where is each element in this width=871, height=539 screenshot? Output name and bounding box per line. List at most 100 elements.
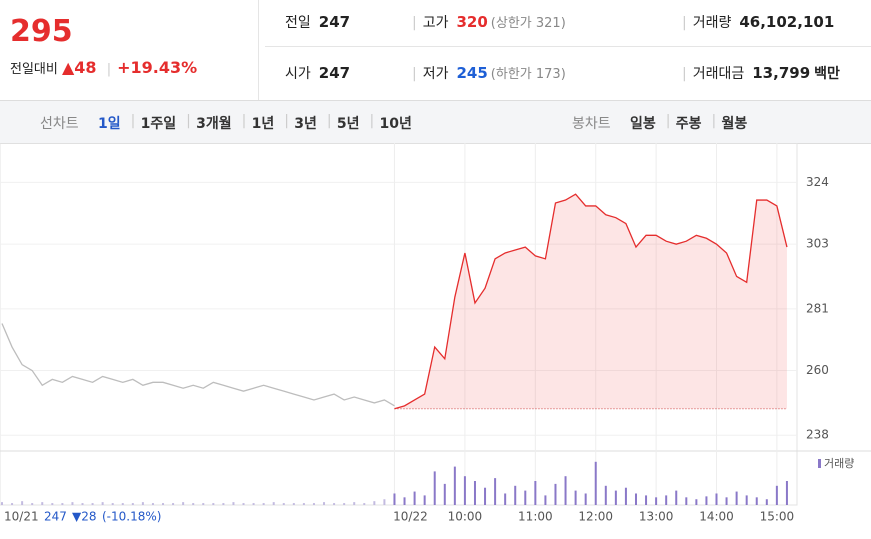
x-tick-label: 12:00: [578, 510, 613, 524]
x-tick-label: 10:00: [448, 510, 483, 524]
separator: |: [106, 62, 112, 77]
separator: |: [186, 113, 191, 129]
tab[interactable]: 주봉: [675, 116, 702, 132]
tab[interactable]: 3개월: [196, 116, 232, 132]
separator: |: [711, 113, 717, 129]
divider: [258, 0, 259, 100]
volume-bar: [312, 503, 315, 505]
volume-bar: [484, 487, 487, 505]
change-row: 전일대비 ▲48 | +19.43%: [10, 58, 197, 77]
quote-cell: | 거래량 46,102,101: [682, 12, 834, 32]
tab[interactable]: 1주일: [140, 116, 177, 132]
volume-bar: [665, 495, 668, 505]
volume-bar: [383, 499, 386, 505]
volume-bar: [604, 485, 607, 505]
area: [394, 194, 787, 409]
tab[interactable]: 월봉: [721, 116, 748, 132]
volume-bar: [685, 497, 688, 505]
tab[interactable]: 5년: [336, 116, 360, 132]
volume-bar: [131, 503, 134, 505]
change-label: 전일대비: [10, 62, 58, 77]
volume-bar: [121, 503, 124, 505]
volume-bar: [172, 503, 175, 505]
quote-note: (하한가 173): [490, 67, 566, 82]
volume-bar: [785, 481, 788, 505]
quote-cell: 전일 247: [285, 12, 350, 32]
volume-bar: [584, 493, 587, 505]
x-tick-label: 13:00: [639, 510, 674, 524]
separator: |: [412, 15, 417, 31]
volume-bar: [192, 503, 195, 505]
quote-value: 247: [318, 13, 351, 31]
x-tick-label: 15:00: [760, 510, 795, 524]
volume-bar: [141, 502, 144, 505]
tab-group-label: 선차트: [40, 116, 79, 132]
volume-bar: [343, 503, 346, 505]
separator: |: [682, 66, 687, 82]
volume-bar: [232, 502, 235, 505]
prev-day-info: ▼28: [72, 510, 97, 524]
volume-bar: [725, 497, 728, 505]
x-tick-label: 10/22: [393, 510, 428, 524]
volume-bar: [353, 502, 356, 505]
quote-label: 고가: [422, 15, 449, 31]
y-tick-label: 260: [806, 363, 829, 377]
volume-bar: [564, 476, 567, 505]
volume-bar: [272, 502, 275, 505]
volume-bar: [645, 495, 648, 505]
volume-bar: [111, 503, 114, 505]
volume-bar: [705, 496, 708, 505]
tab[interactable]: 1일: [98, 116, 121, 132]
volume-bar: [715, 493, 718, 505]
separator: |: [412, 66, 417, 82]
quote-unit: 백만: [814, 66, 840, 82]
volume-bar: [443, 483, 446, 505]
tab[interactable]: 10년: [379, 116, 412, 132]
volume-bar: [91, 503, 94, 505]
x-tick-label: 11:00: [518, 510, 553, 524]
volume-bar: [775, 485, 778, 505]
quote-label: 저가: [422, 66, 449, 82]
volume-bar: [21, 501, 24, 505]
quote-label: 시가: [285, 66, 311, 82]
volume-bar: [151, 503, 154, 505]
change: ▲48: [61, 58, 97, 77]
tab[interactable]: 1년: [251, 116, 275, 132]
separator: |: [682, 15, 687, 31]
quote-label: 거래량: [692, 15, 732, 31]
volume-bar: [31, 503, 34, 505]
volume-bar: [524, 490, 527, 505]
price-line: [394, 193, 788, 410]
prev-day-info: 10/21: [4, 510, 39, 524]
volume-bar: [695, 499, 698, 505]
volume-bar: [735, 491, 738, 505]
volume-bar: [614, 490, 617, 505]
tab[interactable]: 일봉: [630, 116, 656, 132]
volume-bar: [363, 503, 366, 505]
separator: |: [130, 113, 136, 129]
volume-bar: [494, 478, 497, 505]
volume-bar: [61, 503, 64, 505]
quote-value: 13,799: [752, 64, 811, 82]
x-tick-label: 14:00: [699, 510, 734, 524]
price-line: [1, 323, 395, 407]
volume-bar: [624, 487, 627, 505]
tab-bar: 선차트 1일 | 1주일 | 3개월 | 1년 | 3년 | 5년 | 10년 봉차트 일봉 | 주봉 | 월봉: [0, 100, 871, 144]
separator: |: [369, 113, 375, 129]
volume-bar: [765, 499, 768, 505]
separator: |: [284, 113, 289, 129]
volume-bar: [634, 493, 637, 505]
tab[interactable]: 3년: [294, 116, 317, 132]
y-tick-label: 238: [806, 428, 829, 442]
volume-bar: [463, 476, 466, 505]
quote-cell: | 저가 245 (하한가 173): [412, 63, 566, 83]
volume-bar: [51, 503, 54, 505]
volume-bar: [101, 502, 104, 505]
quote-value: 245: [456, 64, 488, 82]
tab-group-label: 봉차트: [572, 116, 611, 132]
volume-bar: [81, 503, 84, 505]
volume-bar: [554, 483, 557, 505]
volume-bar: [453, 466, 456, 505]
volume-bar: [745, 495, 748, 505]
